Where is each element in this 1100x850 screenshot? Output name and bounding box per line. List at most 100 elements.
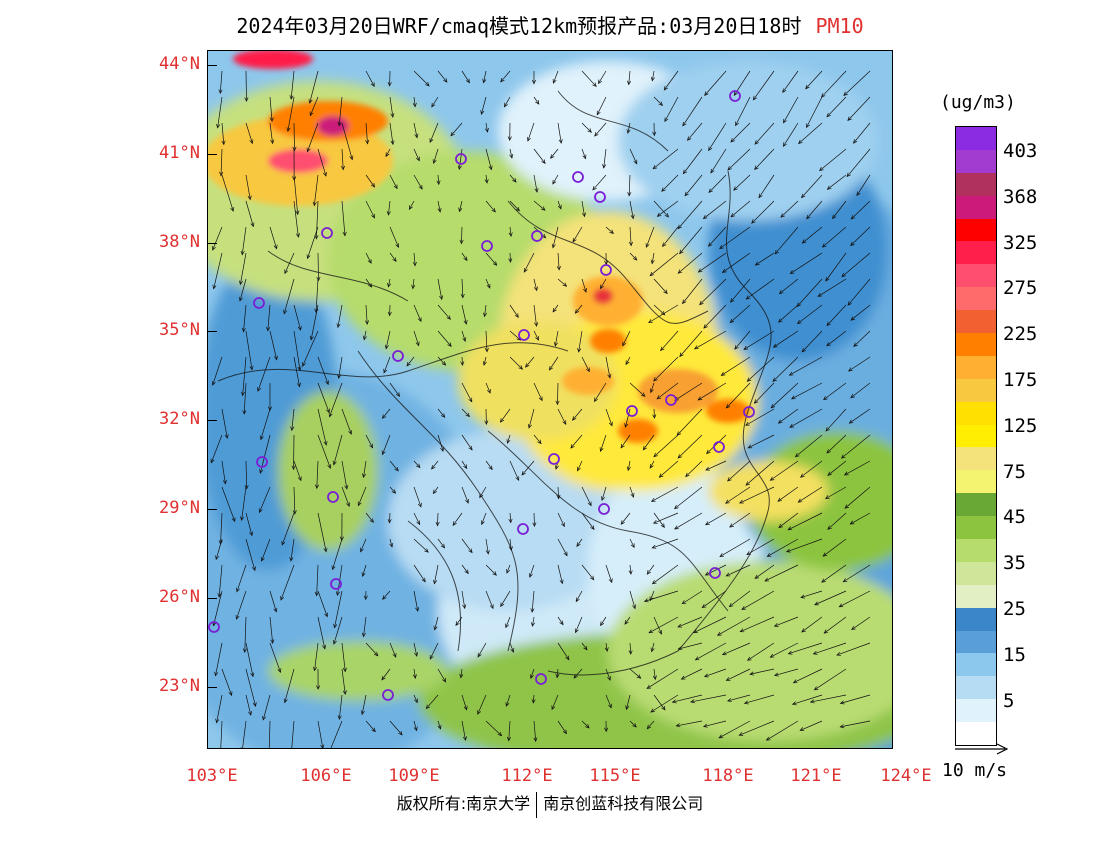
wind-vector <box>702 590 727 608</box>
wind-vector-head <box>640 392 646 397</box>
wind-vector <box>778 512 799 528</box>
wind-vector-head <box>515 476 520 481</box>
wind-vector <box>754 148 775 170</box>
wind-vector-head <box>258 508 263 514</box>
wind-vector-head <box>754 140 759 145</box>
wind-vector <box>653 356 679 382</box>
wind-vector-head <box>649 388 654 394</box>
color-bar-segment <box>956 355 996 379</box>
wind-vector-head <box>424 548 429 553</box>
wind-vector-head <box>749 671 755 676</box>
wind-vector <box>216 694 223 723</box>
wind-vector <box>485 148 492 170</box>
boundaries <box>217 90 772 676</box>
wind-vector-head <box>850 215 856 220</box>
wind-vector <box>827 460 847 476</box>
wind-vector <box>219 70 223 94</box>
lat-tick <box>207 420 217 421</box>
wind-vector <box>461 382 473 402</box>
wind-vector-head <box>747 444 753 449</box>
wind-vector-head <box>836 651 841 656</box>
wind-vector-head <box>572 416 577 421</box>
lat-tick <box>207 687 217 688</box>
color-bar-label: 5 <box>1003 689 1015 712</box>
wind-vector <box>653 694 666 711</box>
wind-vector <box>682 96 703 127</box>
wind-vector <box>338 356 343 379</box>
wind-vector <box>620 512 631 525</box>
wind-vector <box>213 252 223 289</box>
wind-vector-head <box>417 502 422 508</box>
wind-vector <box>826 96 847 118</box>
wind-vector-head <box>582 154 587 160</box>
color-bar-label: 325 <box>1003 231 1038 254</box>
wind-vector-head <box>787 526 793 531</box>
wind-vector-head <box>843 91 848 97</box>
wind-vector <box>388 278 391 287</box>
wind-vector-head <box>719 553 725 557</box>
wind-vector <box>557 616 564 625</box>
wind-vector <box>581 122 592 133</box>
wind-vector <box>218 564 223 597</box>
wind-vector <box>317 590 328 617</box>
color-bar-segment <box>956 172 996 196</box>
wind-vector-head <box>357 501 362 507</box>
wind-vector-head <box>651 544 657 549</box>
wind-vector <box>245 200 254 227</box>
lat-label: 23°N <box>159 676 200 696</box>
wind-vector-head <box>508 546 513 551</box>
wind-vector <box>758 174 775 198</box>
wind-vector-head <box>325 380 329 386</box>
wind-vector-head <box>778 289 784 295</box>
wind-vector-head <box>583 645 588 651</box>
wind-vector <box>509 330 521 341</box>
wind-vector-head <box>369 443 373 449</box>
wind-vector <box>576 538 583 547</box>
wind-vector-head <box>440 413 446 418</box>
wind-vector <box>793 668 823 684</box>
wind-vector-head <box>465 498 469 504</box>
wind-vector-head <box>575 597 580 603</box>
wind-vector <box>839 590 871 608</box>
wind-vector <box>647 720 655 729</box>
wind-vector-head <box>463 320 468 325</box>
wind-vector <box>789 408 823 428</box>
wind-vector <box>506 694 511 707</box>
wind-vector <box>316 564 319 596</box>
wind-vector-head <box>590 525 595 531</box>
wind-vector <box>269 642 281 673</box>
color-bar-label: 368 <box>1003 185 1038 208</box>
wind-vector <box>660 330 679 351</box>
wind-vector <box>437 668 446 683</box>
wind-vector <box>629 564 632 575</box>
wind-vector <box>533 512 535 527</box>
wind-vector-head <box>766 553 772 557</box>
wind-vector <box>694 330 727 350</box>
wind-vector-head <box>801 239 807 244</box>
wind-vector <box>461 486 469 504</box>
wind-vector-head <box>457 165 462 171</box>
wind-vector-head <box>212 284 217 290</box>
wind-vector <box>629 486 634 498</box>
wind-vector <box>485 538 489 554</box>
wind-vector-head <box>249 531 254 537</box>
wind-vector-head <box>550 154 555 159</box>
wind-vector-head <box>856 191 861 197</box>
color-bar-segment <box>956 699 996 723</box>
lon-label: 115°E <box>589 766 641 786</box>
wind-vector-head <box>562 282 568 287</box>
color-bar-label: 15 <box>1003 643 1026 666</box>
wind-vector <box>581 720 590 729</box>
wind-vector-head <box>392 653 397 658</box>
wind-vector-head <box>484 347 489 353</box>
wind-vector-head <box>417 317 422 323</box>
wind-vector <box>461 408 470 417</box>
wind-vector-head <box>314 234 319 240</box>
wind-vector-head <box>270 139 275 145</box>
wind-vector <box>317 616 326 649</box>
wind-vector <box>679 226 703 254</box>
wind-vector <box>509 512 512 523</box>
wind-vector-head <box>783 118 787 124</box>
wind-vector-head <box>406 361 411 367</box>
wind-vector-head <box>432 159 437 165</box>
